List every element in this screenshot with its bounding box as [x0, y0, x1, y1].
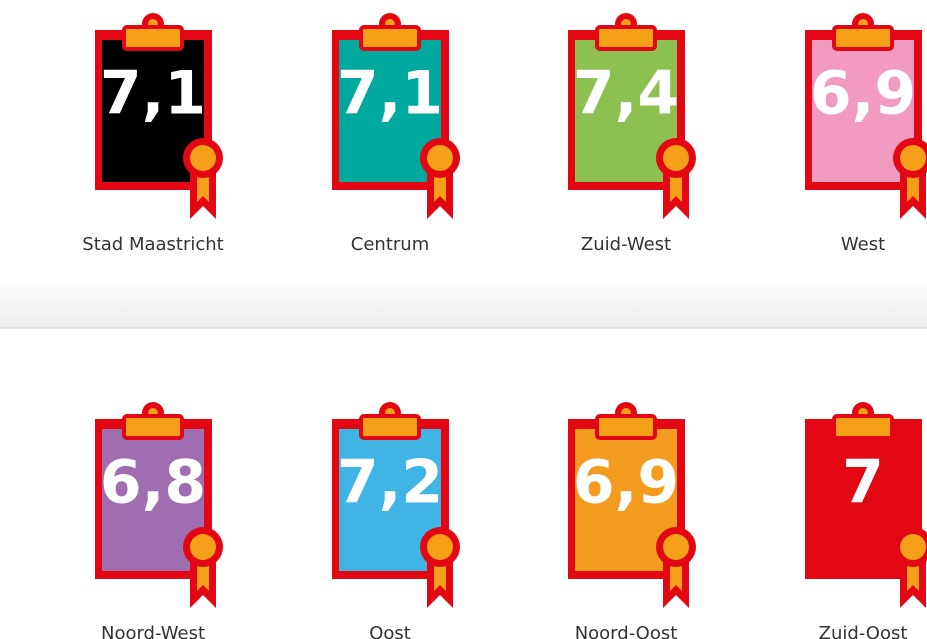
score: 7,2 — [337, 448, 443, 518]
score: 7,1 — [337, 59, 443, 129]
area-label: Zuid-Oost — [819, 623, 908, 639]
ribbon-inner — [907, 172, 919, 202]
clip — [832, 25, 894, 51]
area-label: Zuid-West — [581, 234, 671, 255]
score: 7,1 — [100, 59, 206, 129]
ribbon-inner — [434, 561, 446, 591]
medal-inner — [427, 145, 453, 171]
clip — [359, 25, 421, 51]
report-card: 7,1 Centrum — [332, 13, 460, 255]
report-card: 6,9 Noord-Oost — [568, 402, 696, 639]
ribbon-inner — [197, 561, 209, 591]
medal-inner — [900, 534, 926, 560]
score: 7 — [842, 448, 884, 518]
medal-inner — [663, 145, 689, 171]
clip — [595, 414, 657, 440]
report-card: 7,2 Oost — [332, 402, 460, 639]
clip — [832, 414, 894, 440]
clip — [122, 25, 184, 51]
clip — [122, 414, 184, 440]
report-card: 6,8 Noord-West — [95, 402, 223, 639]
separator — [0, 278, 927, 328]
medal-inner — [190, 145, 216, 171]
ribbon-inner — [670, 561, 682, 591]
report-card: 7,1 Stad Maastricht — [82, 13, 224, 255]
clip — [359, 414, 421, 440]
medal-inner — [663, 534, 689, 560]
area-label: Stad Maastricht — [82, 234, 223, 255]
score: 7,4 — [573, 59, 679, 129]
medal-inner — [427, 534, 453, 560]
area-label: Noord-West — [101, 623, 205, 639]
report-card: 7 Zuid-Oost — [805, 402, 927, 639]
medal-inner — [900, 145, 926, 171]
area-label: Noord-Oost — [575, 623, 678, 639]
ribbon-inner — [907, 561, 919, 591]
report-card: 7,4 Zuid-West — [568, 13, 696, 255]
area-label: Oost — [369, 623, 411, 639]
area-label: West — [841, 234, 885, 255]
score: 6,8 — [100, 448, 206, 518]
clip — [595, 25, 657, 51]
report-card: 6,9 West — [805, 13, 927, 255]
ribbon-inner — [197, 172, 209, 202]
medal-inner — [190, 534, 216, 560]
area-label: Centrum — [351, 234, 429, 255]
score: 6,9 — [573, 448, 679, 518]
ribbon-inner — [434, 172, 446, 202]
score: 6,9 — [810, 59, 916, 129]
ribbon-inner — [670, 172, 682, 202]
